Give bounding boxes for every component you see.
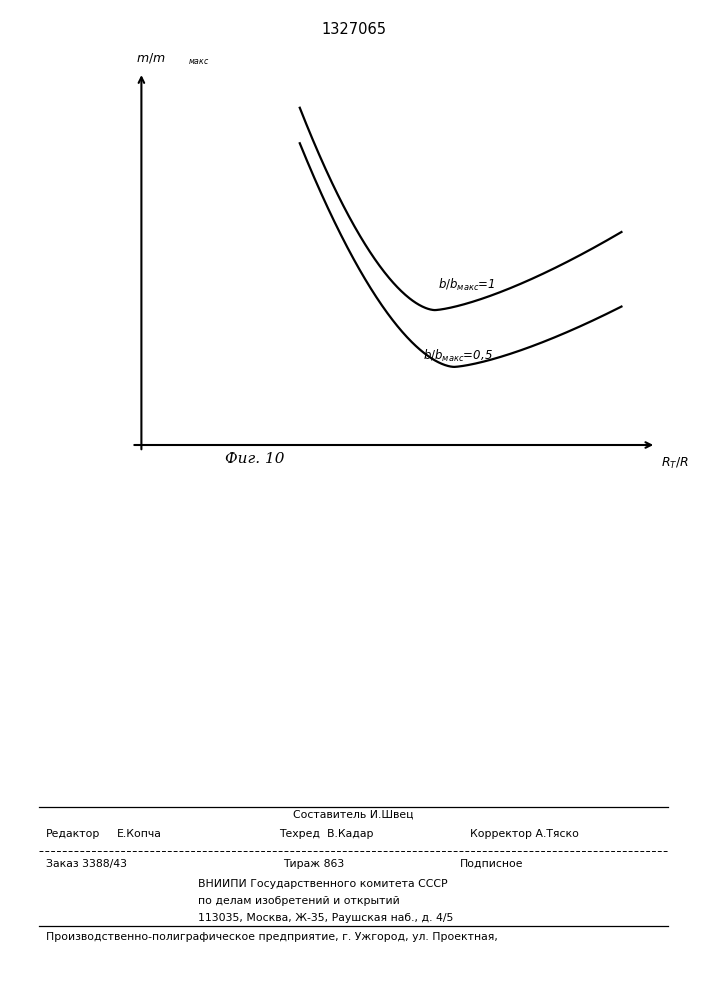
Text: 113035, Москва, Ж-35, Раушская наб., д. 4/5: 113035, Москва, Ж-35, Раушская наб., д. … [198, 913, 453, 923]
Text: Подписное: Подписное [460, 859, 523, 869]
Text: Корректор А.Тяско: Корректор А.Тяско [470, 829, 579, 839]
Text: 1327065: 1327065 [321, 22, 386, 37]
Text: $b/b_{макс}$=1: $b/b_{макс}$=1 [438, 277, 496, 293]
Text: Фиг. 10: Фиг. 10 [225, 452, 284, 466]
Text: Редактор: Редактор [46, 829, 100, 839]
Text: Тираж 863: Тираж 863 [283, 859, 344, 869]
Text: $R_{T}/R$: $R_{T}/R$ [661, 456, 689, 471]
Text: ВНИИПИ Государственного комитета СССР: ВНИИПИ Государственного комитета СССР [198, 879, 448, 889]
Text: Е.Копча: Е.Копча [117, 829, 161, 839]
Text: по делам изобретений и открытий: по делам изобретений и открытий [198, 896, 399, 906]
Text: $m/m$: $m/m$ [136, 51, 166, 65]
Text: Производственно-полиграфическое предприятие, г. Ужгород, ул. Проектная,: Производственно-полиграфическое предприя… [46, 932, 498, 942]
Text: $_{макс}$: $_{макс}$ [188, 57, 210, 67]
Text: $b/b_{макс}$=0,5: $b/b_{макс}$=0,5 [423, 348, 493, 364]
Text: Составитель И.Швец: Составитель И.Швец [293, 810, 414, 820]
Text: Заказ 3388/43: Заказ 3388/43 [46, 859, 127, 869]
Text: Техред  В.Кадар: Техред В.Кадар [279, 829, 374, 839]
